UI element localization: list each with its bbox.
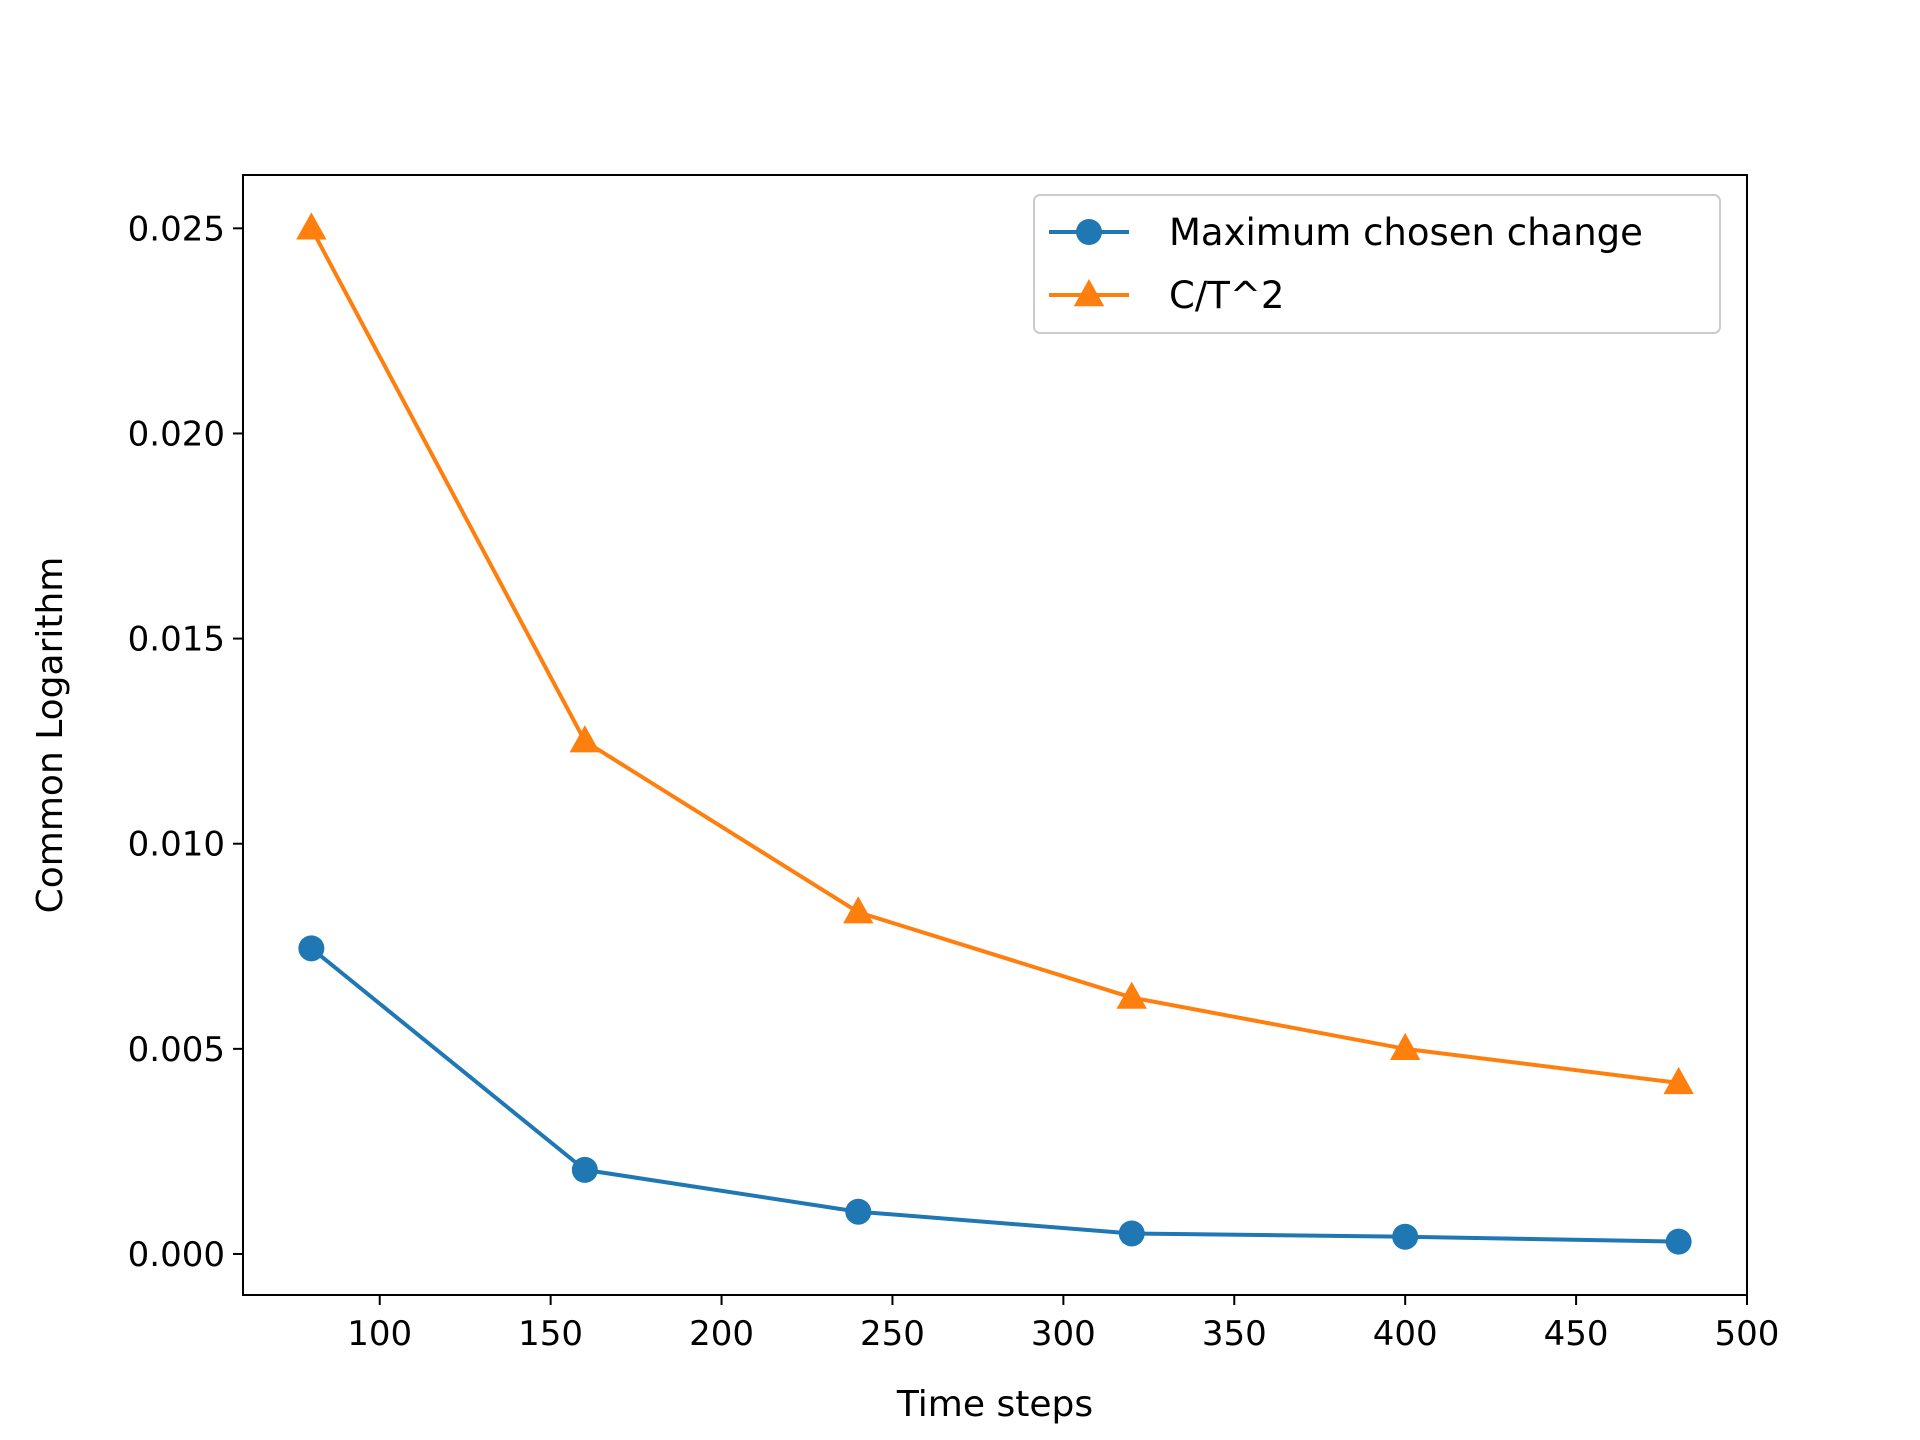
y-tick-label: 0.005 (128, 1030, 225, 1070)
data-point (1665, 1228, 1692, 1255)
y-tick-label: 0.010 (128, 825, 225, 865)
x-axis-ticks: 100 150 200 250 300 350 400 450 500 (347, 1295, 1779, 1354)
legend-label: Maximum chosen change (1169, 211, 1643, 254)
plot-frame (242, 174, 1748, 1296)
data-point (1663, 1066, 1694, 1095)
series-c-t-2 (296, 212, 1694, 1095)
y-tick-label: 0.000 (128, 1235, 225, 1275)
data-point (843, 896, 874, 924)
legend-box (1033, 194, 1721, 334)
series-layer (296, 212, 1694, 1255)
data-point (1392, 1223, 1419, 1250)
x-tick-label: 100 (347, 1314, 412, 1354)
legend-item: Maximum chosen change (1049, 211, 1643, 254)
x-tick-label: 400 (1373, 1314, 1438, 1354)
x-tick-label: 300 (1031, 1314, 1096, 1354)
legend-item: C/T^2 (1049, 274, 1284, 317)
series-maximum-chosen-change (298, 935, 1692, 1255)
data-point (296, 212, 327, 240)
y-axis-ticks: 0.000 0.005 0.010 0.015 0.020 0.025 (128, 209, 243, 1275)
x-tick-label: 250 (860, 1314, 925, 1354)
x-tick-label: 500 (1715, 1314, 1780, 1354)
data-point (298, 935, 325, 962)
data-point (845, 1198, 872, 1225)
data-point (1389, 1032, 1421, 1061)
y-tick-label: 0.020 (128, 414, 225, 454)
x-tick-label: 150 (518, 1314, 583, 1354)
data-point (1118, 1220, 1145, 1247)
series-line (310, 946, 1679, 1244)
y-tick-label: 0.015 (128, 620, 225, 660)
data-point (1116, 981, 1147, 1009)
y-tick-label: 0.025 (128, 209, 225, 249)
data-point (569, 725, 601, 753)
x-tick-label: 450 (1544, 1314, 1609, 1354)
x-tick-label: 200 (689, 1314, 754, 1354)
y-axis-label: Common Logarithm (30, 557, 71, 914)
legend: Maximum chosen change C/T^2 (1033, 194, 1721, 334)
data-point (571, 1156, 598, 1183)
legend-label: C/T^2 (1169, 274, 1284, 317)
series-line (309, 227, 1679, 1085)
x-axis-label: Time steps (896, 1384, 1093, 1425)
legend-marker (1073, 279, 1105, 307)
x-tick-label: 350 (1202, 1314, 1267, 1354)
legend-marker (1076, 219, 1102, 245)
